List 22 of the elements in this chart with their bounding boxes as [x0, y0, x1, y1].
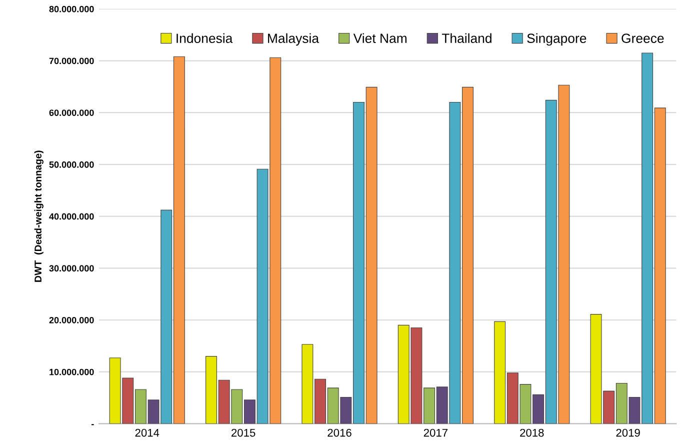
- x-tick-label: 2019: [616, 428, 640, 437]
- y-tick-label: 40.000.000: [49, 213, 94, 220]
- y-tick-label: 60.000.000: [49, 110, 94, 116]
- y-tick-label: 70.000.000: [49, 58, 94, 64]
- x-tick-label: 2016: [328, 428, 352, 437]
- y-tick-label: 50.000.000: [49, 161, 94, 168]
- y-axis-title: DWT (Dead-weight tonnage): [34, 150, 44, 282]
- y-tick-label: 10.000.000: [50, 368, 94, 376]
- legend-label: Thailand: [442, 33, 492, 43]
- legend-label: Greece: [622, 34, 664, 43]
- legend-label: Singapore: [527, 33, 586, 46]
- y-tick-label: -: [92, 424, 94, 426]
- x-tick-label: 2015: [232, 428, 256, 437]
- legend-label: Indonesia: [176, 33, 233, 43]
- x-tick-label: 2014: [135, 428, 160, 437]
- y-tick-label: 30.000.000: [49, 265, 94, 272]
- y-tick-label: 20.000.000: [49, 316, 94, 324]
- y-tick-label: 80.000.000: [49, 6, 94, 12]
- x-tick-label: 2017: [424, 428, 448, 437]
- legend-label: Malaysia: [268, 33, 320, 46]
- x-tick-label: 2018: [520, 428, 544, 437]
- legend-label: Viet Nam: [353, 33, 406, 43]
